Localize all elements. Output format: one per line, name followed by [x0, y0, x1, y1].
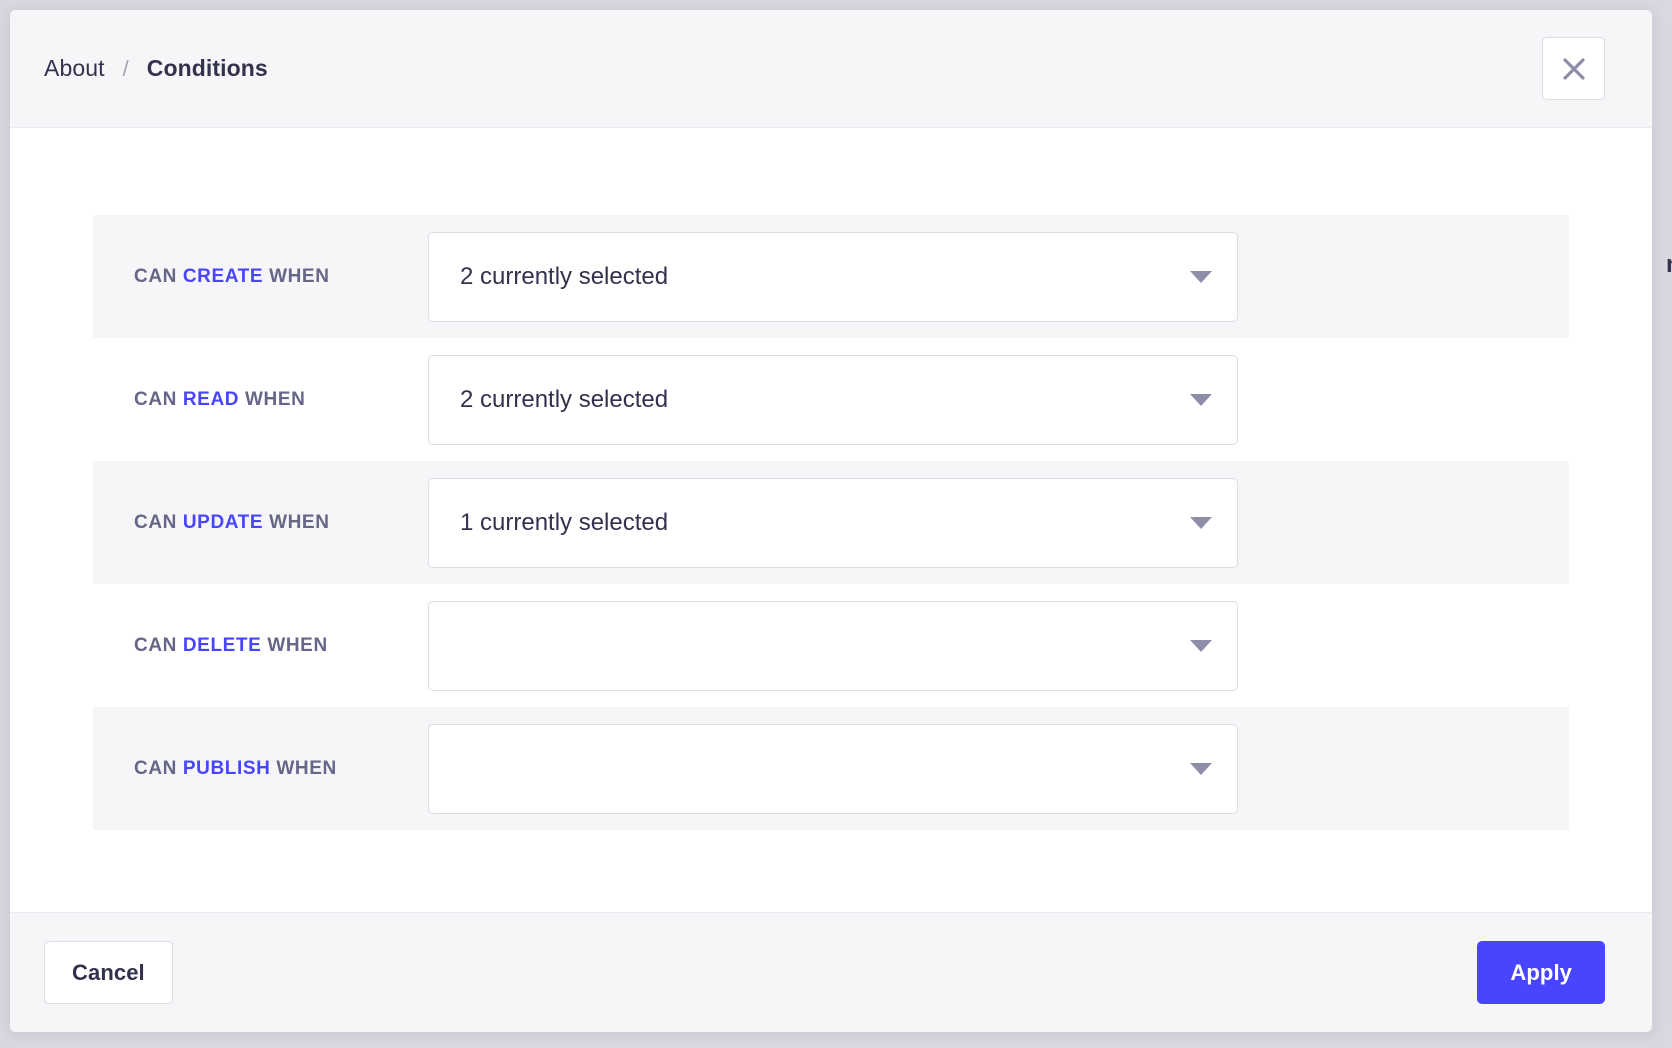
condition-select-value-read: 2 currently selected — [460, 387, 669, 412]
condition-suffix: WHEN — [269, 511, 330, 533]
background-text-fragment: n — [1666, 250, 1672, 280]
condition-select-wrap-delete — [428, 600, 1238, 691]
conditions-list: CAN CREATE WHEN 2 currently selected CAN… — [93, 215, 1569, 830]
breadcrumb-separator: / — [122, 55, 129, 81]
condition-suffix: WHEN — [267, 634, 328, 656]
condition-select-value-update: 1 currently selected — [460, 510, 669, 535]
condition-select-wrap-read: 2 currently selected — [428, 354, 1238, 445]
breadcrumb-link-about[interactable]: About — [44, 55, 105, 81]
modal-header: About / Conditions — [10, 10, 1652, 128]
condition-prefix: CAN — [134, 265, 177, 287]
condition-label-update: CAN UPDATE WHEN — [134, 512, 428, 534]
condition-action-read: READ — [182, 388, 240, 410]
condition-select-update[interactable]: 1 currently selected — [428, 477, 1238, 568]
condition-row-create: CAN CREATE WHEN 2 currently selected — [93, 215, 1569, 338]
condition-select-read[interactable]: 2 currently selected — [428, 354, 1238, 445]
apply-button[interactable]: Apply — [1477, 941, 1605, 1004]
condition-action-update: UPDATE — [182, 511, 264, 533]
condition-prefix: CAN — [134, 757, 177, 779]
condition-row-update: CAN UPDATE WHEN 1 currently selected — [93, 461, 1569, 584]
condition-label-delete: CAN DELETE WHEN — [134, 635, 428, 657]
condition-action-delete: DELETE — [182, 634, 262, 656]
condition-suffix: WHEN — [245, 388, 306, 410]
modal-footer: Cancel Apply — [10, 912, 1652, 1032]
condition-select-delete[interactable] — [428, 600, 1238, 691]
close-icon — [1561, 56, 1587, 82]
condition-label-create: CAN CREATE WHEN — [134, 266, 428, 288]
condition-suffix: WHEN — [276, 757, 337, 779]
condition-action-create: CREATE — [182, 265, 264, 287]
condition-select-value-create: 2 currently selected — [460, 264, 669, 289]
condition-select-wrap-publish — [428, 723, 1238, 814]
conditions-modal: About / Conditions CAN CREATE WHEN — [10, 10, 1652, 1032]
condition-select-publish[interactable] — [428, 723, 1238, 814]
breadcrumb-current-conditions: Conditions — [146, 55, 268, 81]
condition-select-wrap-update: 1 currently selected — [428, 477, 1238, 568]
condition-label-read: CAN READ WHEN — [134, 389, 428, 411]
condition-prefix: CAN — [134, 388, 177, 410]
condition-row-delete: CAN DELETE WHEN — [93, 584, 1569, 707]
breadcrumb: About / Conditions — [44, 55, 268, 82]
condition-select-wrap-create: 2 currently selected — [428, 231, 1238, 322]
condition-row-publish: CAN PUBLISH WHEN — [93, 707, 1569, 830]
condition-select-create[interactable]: 2 currently selected — [428, 231, 1238, 322]
condition-label-publish: CAN PUBLISH WHEN — [134, 758, 428, 780]
condition-action-publish: PUBLISH — [182, 757, 271, 779]
close-button[interactable] — [1542, 37, 1605, 100]
cancel-button[interactable]: Cancel — [44, 941, 173, 1004]
condition-prefix: CAN — [134, 511, 177, 533]
condition-suffix: WHEN — [269, 265, 330, 287]
condition-prefix: CAN — [134, 634, 177, 656]
condition-row-read: CAN READ WHEN 2 currently selected — [93, 338, 1569, 461]
modal-body: CAN CREATE WHEN 2 currently selected CAN… — [10, 128, 1652, 912]
